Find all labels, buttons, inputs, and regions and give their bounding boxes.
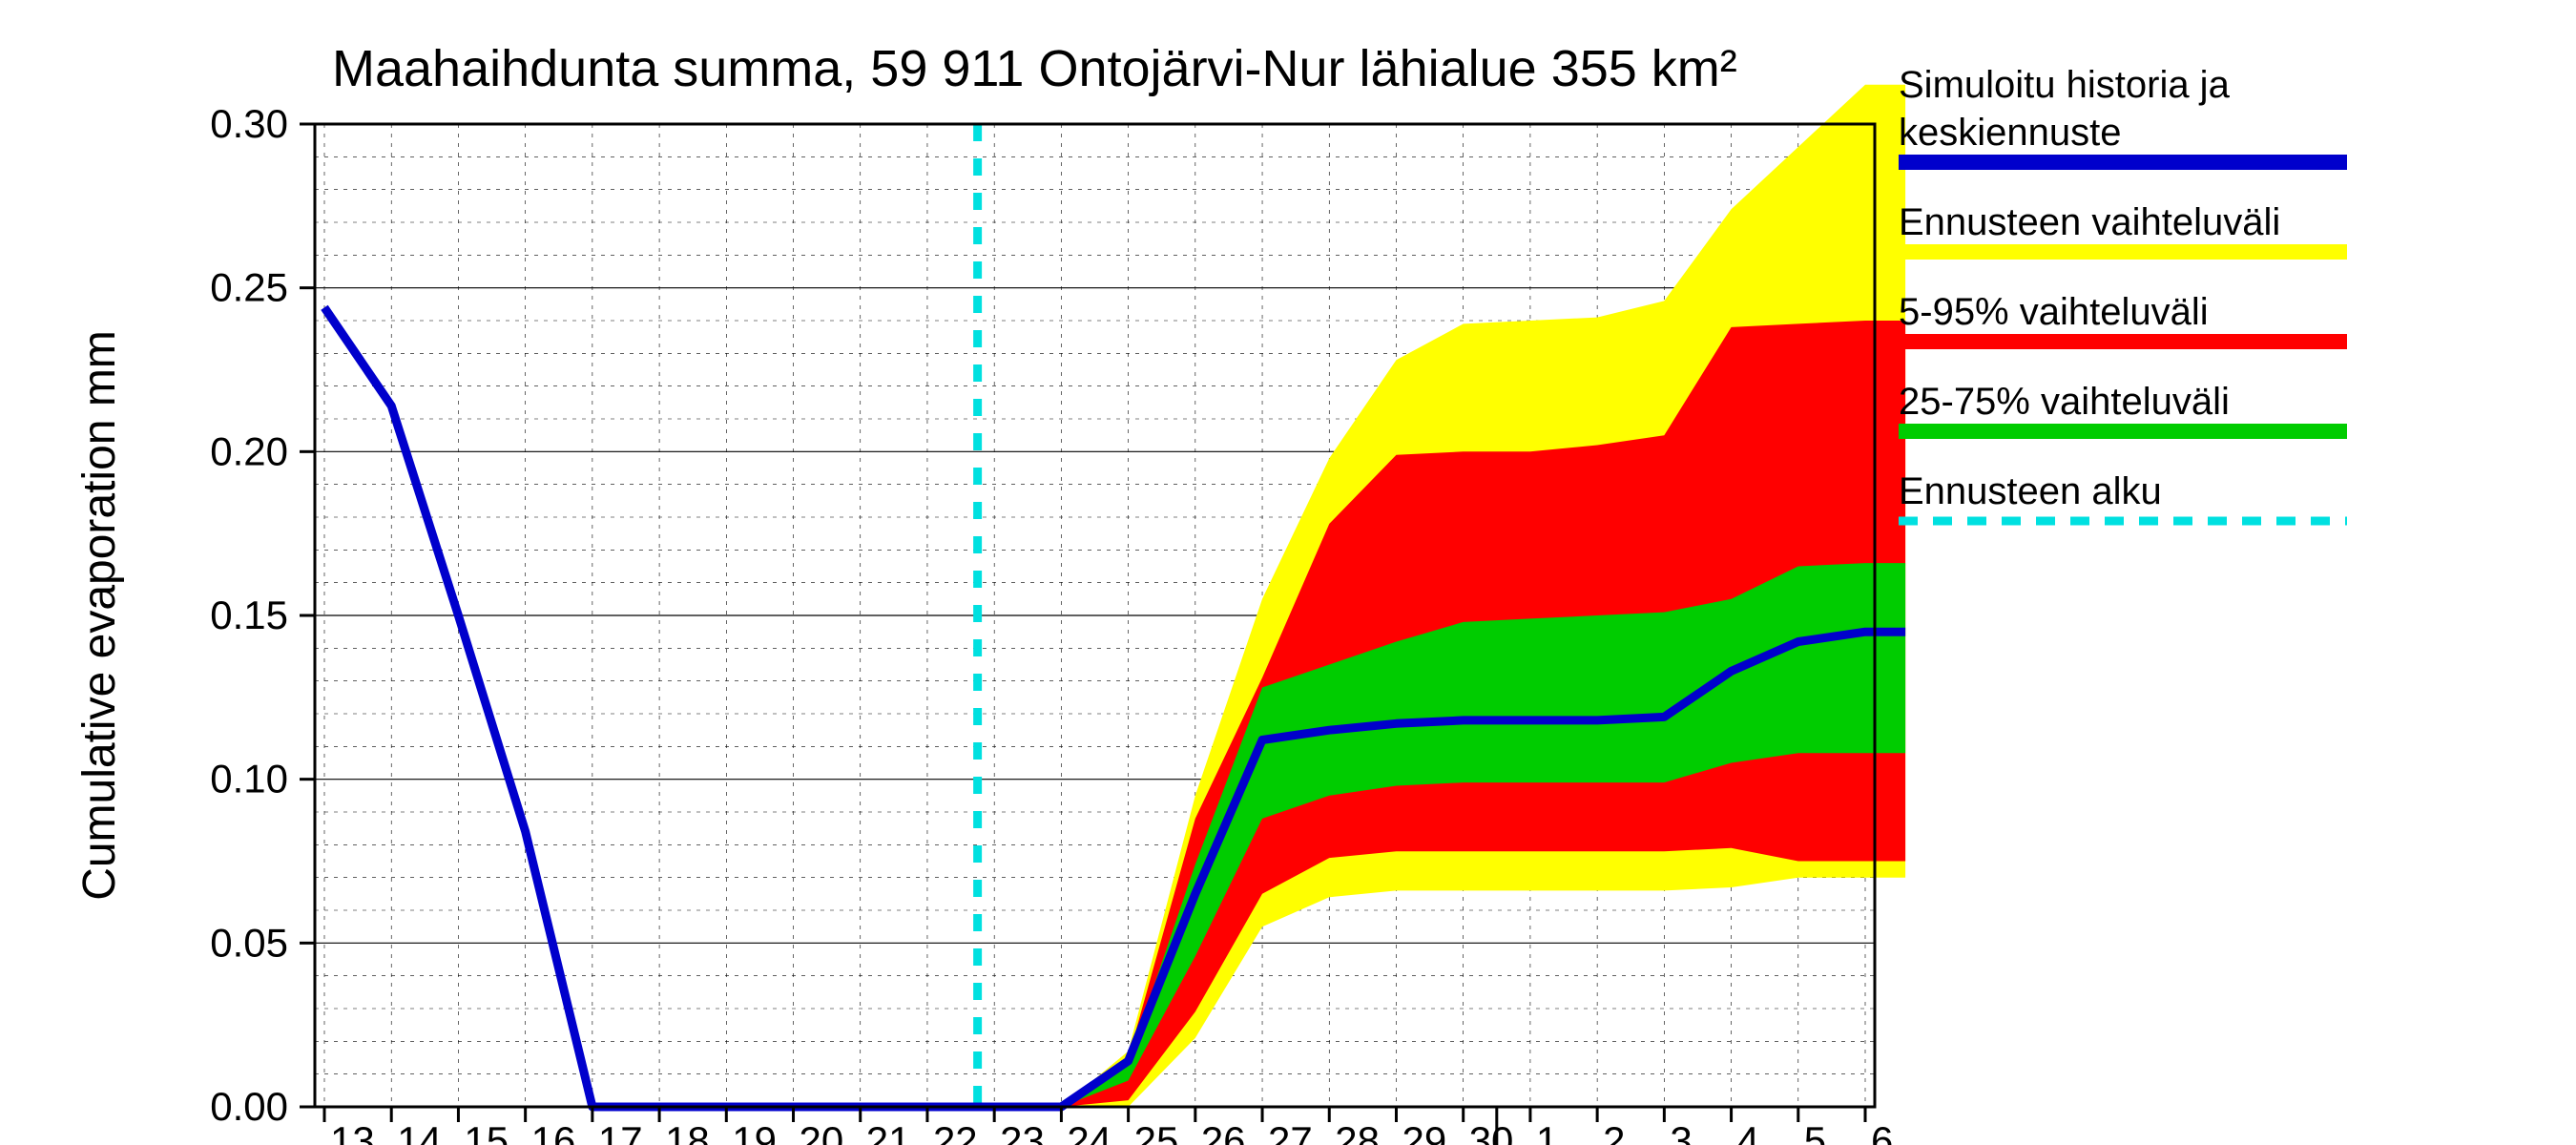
y-axis-label: Cumulative evaporation mm	[74, 330, 125, 901]
y-tick-label: 0.20	[210, 428, 288, 473]
x-tick-label: 17	[598, 1118, 643, 1145]
x-tick-label: 15	[464, 1118, 509, 1145]
x-tick-label: 14	[397, 1118, 442, 1145]
chart-svg: 0.000.050.100.150.200.250.30131415161718…	[0, 0, 2576, 1145]
uncertainty-bands	[1061, 85, 1905, 1107]
x-tick-label: 4	[1737, 1118, 1759, 1145]
x-tick-label: 29	[1402, 1118, 1446, 1145]
x-tick-label: 22	[933, 1118, 978, 1145]
y-tick-label: 0.00	[210, 1084, 288, 1129]
x-tick-label: 21	[866, 1118, 911, 1145]
legend: Simuloitu historia ja keskiennuste Ennuste…	[1899, 64, 2347, 521]
evaporation-forecast-chart: 0.000.050.100.150.200.250.30131415161718…	[0, 0, 2576, 1145]
x-tick-label: 20	[800, 1118, 844, 1145]
legend-swatch	[1899, 424, 2347, 439]
x-tick-label: 1	[1536, 1118, 1558, 1145]
x-tick-label: 16	[531, 1118, 576, 1145]
x-tick-label: 18	[665, 1118, 710, 1145]
legend-label: keskiennuste	[1899, 112, 2121, 154]
y-tick-label: 0.30	[210, 101, 288, 146]
x-tick-label: 28	[1335, 1118, 1380, 1145]
y-tick-label: 0.15	[210, 593, 288, 637]
x-tick-label: 13	[330, 1118, 375, 1145]
x-tick-label: 3	[1670, 1118, 1692, 1145]
x-tick-label: 19	[732, 1118, 777, 1145]
x-tick-label: 2	[1603, 1118, 1625, 1145]
x-tick-label: 25	[1134, 1118, 1179, 1145]
y-tick-label: 0.25	[210, 265, 288, 310]
y-tick-label: 0.05	[210, 920, 288, 965]
x-tick-label: 24	[1067, 1118, 1111, 1145]
x-tick-label: 27	[1268, 1118, 1313, 1145]
legend-label: Ennusteen vaihteluväli	[1899, 201, 2280, 243]
legend-label: 5-95% vaihteluväli	[1899, 291, 2209, 333]
y-tick-label: 0.10	[210, 757, 288, 802]
chart-title: Maahaihdunta summa, 59 911 Ontojärvi-Nur…	[332, 40, 1737, 97]
legend-label: Ennusteen alku	[1899, 470, 2162, 512]
legend-swatch	[1899, 334, 2347, 349]
x-tick-label: 5	[1804, 1118, 1826, 1145]
x-tick-label: 23	[1000, 1118, 1045, 1145]
x-tick-label: 6	[1871, 1118, 1893, 1145]
x-tick-label: 26	[1201, 1118, 1246, 1145]
x-tick-label: 30	[1469, 1118, 1514, 1145]
legend-label: Simuloitu historia ja	[1899, 64, 2231, 106]
legend-swatch	[1899, 244, 2347, 260]
legend-swatch	[1899, 155, 2347, 170]
legend-label: 25-75% vaihteluväli	[1899, 381, 2230, 423]
